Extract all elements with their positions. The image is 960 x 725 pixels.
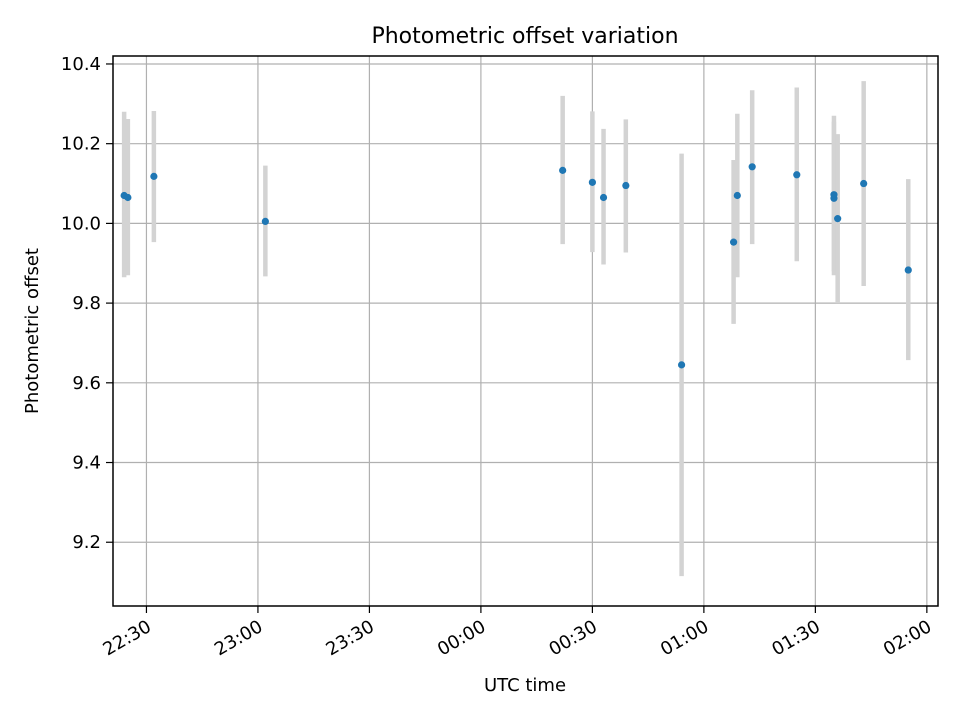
x-tick-label: 23:30 (322, 616, 377, 660)
x-tick-label: 00:00 (434, 616, 489, 660)
data-point (793, 171, 801, 179)
data-point (599, 193, 608, 202)
x-tick-label: 00:30 (545, 616, 600, 660)
x-axis-title: UTC time (484, 675, 566, 696)
data-point (904, 266, 912, 274)
data-point (677, 361, 686, 369)
y-tick-label: 9.8 (72, 293, 101, 314)
x-tick-label: 23:00 (211, 616, 266, 660)
data-point (830, 191, 838, 199)
y-tick-label: 9.2 (72, 532, 101, 553)
data-point (834, 215, 842, 223)
x-tick-label: 01:30 (768, 616, 823, 660)
chart-title: Photometric offset variation (371, 24, 678, 49)
y-tick-label: 10.0 (61, 213, 101, 234)
data-point (622, 181, 630, 190)
data-point (124, 193, 132, 202)
x-tick-label: 02:00 (880, 616, 935, 660)
y-tick-label: 9.6 (72, 373, 101, 394)
data-point (261, 217, 269, 225)
data-point (559, 166, 567, 174)
error-bars (121, 81, 911, 577)
x-tick-label: 22:30 (100, 616, 155, 660)
x-axis-ticks: 22:30 23:00 23:30 00:00 00:30 01:00 01:30 02:00 (100, 606, 935, 660)
x-tick-label: 01:00 (657, 616, 712, 660)
plot-area-frame (112, 55, 939, 607)
y-tick-label: 10.2 (61, 134, 101, 155)
y-axis-title: Photometric offset (22, 248, 43, 414)
data-point (733, 191, 741, 200)
grid-lines (113, 56, 938, 606)
y-axis-ticks: 9.2 9.4 9.6 9.8 10.0 10.2 10.4 (61, 54, 113, 553)
y-tick-label: 9.4 (72, 453, 101, 474)
data-point (730, 238, 738, 246)
data-point (860, 179, 868, 188)
data-point (150, 172, 158, 180)
data-point (588, 178, 596, 186)
data-point (748, 163, 756, 171)
y-tick-label: 10.4 (61, 54, 101, 75)
data-points (120, 163, 912, 369)
